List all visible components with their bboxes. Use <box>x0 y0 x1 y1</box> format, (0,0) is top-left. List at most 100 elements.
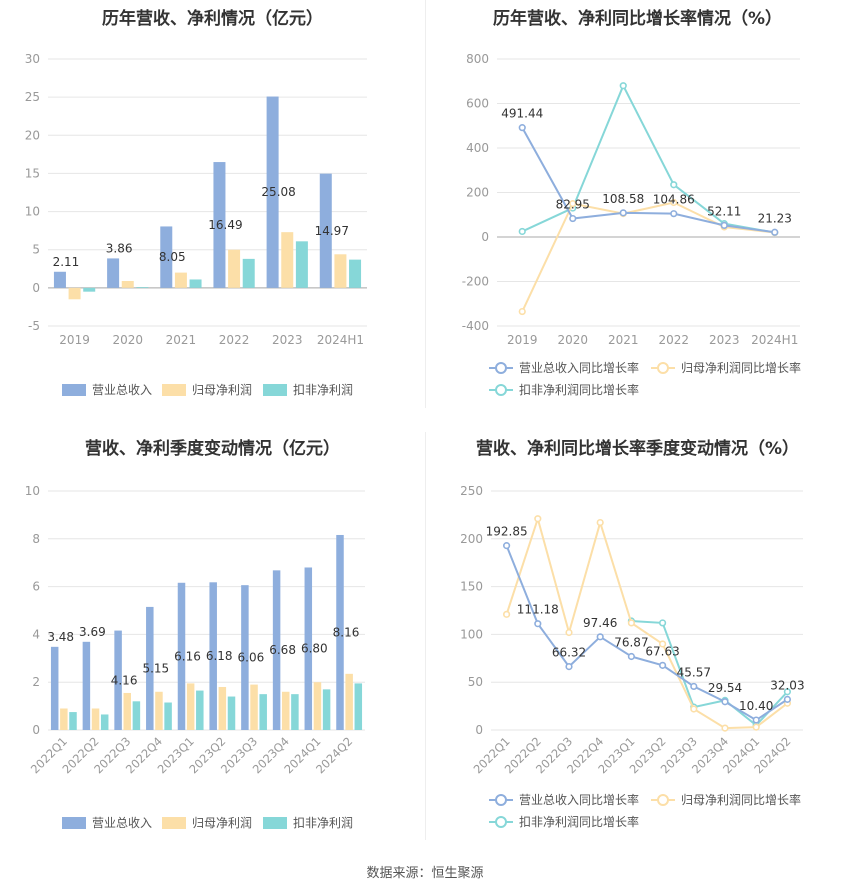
data-label: 6.06 <box>238 651 265 665</box>
data-point <box>670 181 678 189</box>
legend-marker <box>495 794 507 806</box>
data-point <box>565 662 573 671</box>
data-point <box>720 221 728 230</box>
bar <box>146 606 154 730</box>
x-tick-label: 2022 <box>219 333 250 347</box>
x-tick-label: 2024H1 <box>317 333 364 347</box>
data-label: 29.54 <box>708 681 742 695</box>
legend-swatch <box>62 384 86 396</box>
bar <box>345 673 353 730</box>
bar <box>114 630 122 730</box>
data-label: 3.48 <box>47 630 74 644</box>
bar <box>295 241 308 288</box>
y-tick-label: 0 <box>32 281 40 295</box>
legend-label: 扣非净利润 <box>293 816 353 830</box>
data-label: 45.57 <box>677 665 711 679</box>
x-tick-label: 2019 <box>59 333 90 347</box>
bar <box>322 689 331 730</box>
bar <box>291 694 299 730</box>
bar <box>227 696 236 730</box>
data-point <box>783 695 792 703</box>
data-label: 21.23 <box>758 211 792 225</box>
data-point <box>771 228 779 236</box>
data-label: 108.58 <box>602 192 644 206</box>
bar <box>336 534 344 730</box>
chart-canvas: 30 25 20 15 10 5 0 -5 2.11 3.86 8.05 16.49 25.08 14.9… <box>25 52 367 397</box>
y-tick-label: 15 <box>25 166 40 180</box>
data-label: 104.86 <box>653 193 695 207</box>
y-tick-label: 400 <box>466 141 489 155</box>
legend-swatch <box>263 384 287 396</box>
chart-title: 历年营收、净利同比增长率情况（%） <box>492 9 783 29</box>
chart-canvas: 250 200 150 100 50 0 192.85 111.18 66.32 97.46 76.… <box>460 484 804 829</box>
bar <box>83 287 96 292</box>
data-label: 4.16 <box>111 673 138 687</box>
bar <box>272 570 281 730</box>
data-label: 8.16 <box>333 625 360 639</box>
bar <box>228 249 241 288</box>
legend-marker <box>657 362 669 374</box>
data-label: 491.44 <box>501 107 543 121</box>
bar <box>50 646 59 730</box>
bar <box>242 258 255 288</box>
legend-label: 归母净利润 <box>192 383 252 397</box>
chart-title: 营收、净利同比增长率季度变动情况（%） <box>475 439 800 459</box>
y-tick-label: 0 <box>32 723 40 737</box>
bar <box>196 690 204 730</box>
legend-label: 归母净利润同比增长率 <box>681 360 801 375</box>
x-tick-label: 2020 <box>112 333 143 347</box>
bar <box>319 173 332 288</box>
data-label: 3.86 <box>106 241 133 255</box>
x-tick-label: 2020 <box>557 333 588 347</box>
x-tick-label: 2023 <box>272 333 303 347</box>
bar <box>259 694 267 730</box>
data-point <box>619 209 627 217</box>
y-tick-label: 10 <box>25 205 40 219</box>
y-tick-label: 250 <box>460 484 483 498</box>
data-point <box>502 542 511 550</box>
legend-label: 营业总收入同比增长率 <box>519 360 639 375</box>
bar <box>136 287 149 288</box>
y-tick-label: 30 <box>25 52 40 66</box>
bar <box>177 582 186 730</box>
data-label: 67.63 <box>645 644 679 658</box>
series-line <box>521 83 775 234</box>
legend-swatch <box>162 384 186 396</box>
bar <box>282 691 290 730</box>
data-label: 76.87 <box>614 636 648 650</box>
bar <box>189 279 202 288</box>
data-point <box>534 515 542 523</box>
data-label: 6.18 <box>206 649 233 663</box>
chart-canvas: 800 600 400 200 0 -200 -400 491.44 82.95 108.58 10… <box>462 52 801 397</box>
data-point <box>619 82 627 90</box>
y-tick-label: 8 <box>32 532 40 546</box>
data-label: 10.40 <box>739 699 773 713</box>
data-point <box>721 724 729 732</box>
series-line <box>505 515 789 730</box>
bar <box>121 280 134 288</box>
data-label: 6.68 <box>269 643 296 657</box>
series-line <box>521 127 775 234</box>
x-tick-label: 2022 <box>658 333 689 347</box>
x-tick-label: 2024H1 <box>751 333 798 347</box>
data-label: 82.95 <box>556 198 590 212</box>
data-point <box>534 620 542 628</box>
data-point <box>659 640 667 648</box>
data-point <box>596 518 604 527</box>
y-tick-label: 5 <box>32 243 40 257</box>
data-point <box>690 682 698 691</box>
x-tick-label: 2021 <box>166 333 197 347</box>
x-tick-label: 2021 <box>608 333 639 347</box>
bar <box>349 259 362 288</box>
legend-label: 扣非净利润同比增长率 <box>519 814 639 829</box>
bar <box>155 691 163 730</box>
legend-swatch <box>62 817 86 829</box>
data-point <box>569 214 577 223</box>
x-tick-label: 2023 <box>709 333 740 347</box>
data-label: 14.97 <box>315 224 349 238</box>
data-label: 111.18 <box>517 603 559 617</box>
bar <box>250 684 258 730</box>
y-tick-label: 0 <box>475 723 483 737</box>
data-point <box>690 705 698 713</box>
bar <box>123 692 131 730</box>
